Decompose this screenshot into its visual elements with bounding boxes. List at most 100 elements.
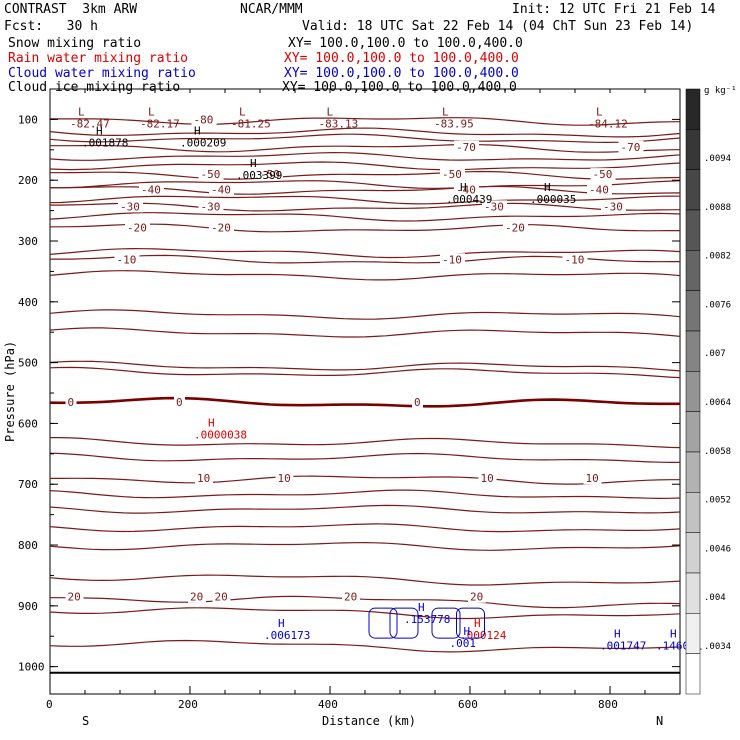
field-label-snow: Snow mixing ratio [8,36,142,51]
x-tick-label: 800 [598,698,618,711]
forecast-hour: Fcst: 30 h [4,19,98,34]
minimum-value: -82.47 [70,117,110,130]
colorbar-swatch [685,330,701,372]
colorbar-label: .0058 [704,447,731,457]
contour-line [49,133,681,144]
contour-label: -40 [141,183,161,196]
maximum-mark: H [278,617,285,630]
contour-label-bg [188,590,206,603]
minimum-value: -83.13 [319,117,359,130]
contour-label: -10 [565,253,585,266]
minimum-mark: L [442,105,449,118]
contour-label-bg [209,221,234,234]
y-tick-label: 200 [18,174,38,187]
x-tick-label: 200 [178,698,198,711]
contour-label-bg [209,183,234,196]
contour-label-bg [118,200,143,213]
contour-label-bg [562,253,588,266]
contour-label-bg [590,168,616,181]
colorbar-label: .0088 [704,203,731,213]
colorbar-swatch [685,451,701,493]
colorbar-swatch [685,209,701,251]
contour-line--80 [50,117,681,126]
maximum-value: .001 [450,637,477,650]
contour-line--70 [50,143,681,153]
temperature-contours: 0 0 0-10 -10 -10-20 -20 -20-30 -30 -30 -30-40 -40-… [49,113,681,674]
x-end-label-north: N [656,714,663,728]
contour-line--50 [50,170,681,180]
y-tick-label: 1000 [18,661,45,674]
maximum-mark: H [194,125,201,138]
contour-line [49,523,681,533]
minimum-mark: L [239,105,246,118]
contour-line [49,504,681,514]
contour-line [49,541,681,551]
contour-line [49,195,681,205]
contour-label-bg [601,200,626,213]
contour-label-bg [342,590,360,603]
contour-label: 0 [68,396,75,409]
minimum-mark: L [148,105,155,118]
contour-label-bg [454,140,479,153]
maximum-value: .000439 [446,193,492,206]
contour-label-bg [65,590,84,603]
contour-line [49,151,681,161]
colorbar-unit: g kg⁻¹ [704,86,737,96]
contour-label: 10 [197,472,210,485]
maximum-value: .153778 [404,613,450,626]
y-tick-label: 900 [18,600,38,613]
contour-line--30 [50,202,681,212]
contour-label: -80 [194,113,214,126]
maximum-value: .006173 [264,629,310,642]
contour-line [50,437,681,449]
contour-label-bg [503,221,528,234]
contour-line-10 [50,475,680,485]
contour-label-bg [587,183,612,196]
y-tick-label: 500 [18,357,38,370]
colorbar-label: .007 [704,349,726,359]
y-tick-label: 400 [18,296,38,309]
contour-label: 10 [481,472,494,485]
maximum-mark: H [460,181,467,194]
colorbar-swatch [685,250,701,291]
contour-label: -10 [117,253,137,266]
contour-label: -20 [505,222,525,235]
contour-label-bg [468,590,486,603]
contour-label-bg [195,472,213,485]
contour-label: 20 [190,591,203,604]
contour-line [49,212,681,222]
maximum-value: .001878 [82,137,128,150]
contour-label: -70 [621,141,641,154]
contour-line [49,574,681,586]
colorbar-label: .0076 [704,300,731,310]
maximum-value: .000209 [180,137,226,150]
valid-time: Valid: 18 UTC Sat 22 Feb 14 (04 ChT Sun … [302,19,694,34]
minimum-mark: L [78,105,85,118]
field-xy-snow: XY= 100.0,100.0 to 100.0,400.0 [288,36,523,51]
contour-label-bg [618,140,644,153]
maximum-mark: H [614,628,621,641]
contour-label-bg [258,168,283,181]
field-label-cloudwater: Cloud water mixing ratio [8,66,196,81]
colorbar-label: .004 [704,593,726,603]
minimum-value: -84.12 [588,117,628,130]
title-model: CONTRAST 3km ARW [4,2,138,17]
contour-line-0 [49,396,680,408]
maximum-mark: H [670,628,677,641]
contour-line [49,309,681,320]
contour-label-bg [114,253,140,266]
cloud-water-contour [456,607,485,639]
maximum-value: .000035 [530,193,576,206]
contour-line [49,366,681,379]
maximum-mark: H [208,417,215,430]
colorbar-swatch [685,371,701,412]
contour-label-bg [191,113,217,126]
colorbar-label: .0082 [704,252,731,262]
cloud-water-contour [368,607,398,639]
colorbar-swatch [685,88,701,130]
y-axis-label: Pressure (hPa) [3,341,17,442]
contour-label-bg [198,168,224,181]
cloud-water-contour [431,607,461,639]
contour-line--20 [50,223,680,233]
field-label-cloudice: Cloud ice mixing ratio [8,80,181,95]
